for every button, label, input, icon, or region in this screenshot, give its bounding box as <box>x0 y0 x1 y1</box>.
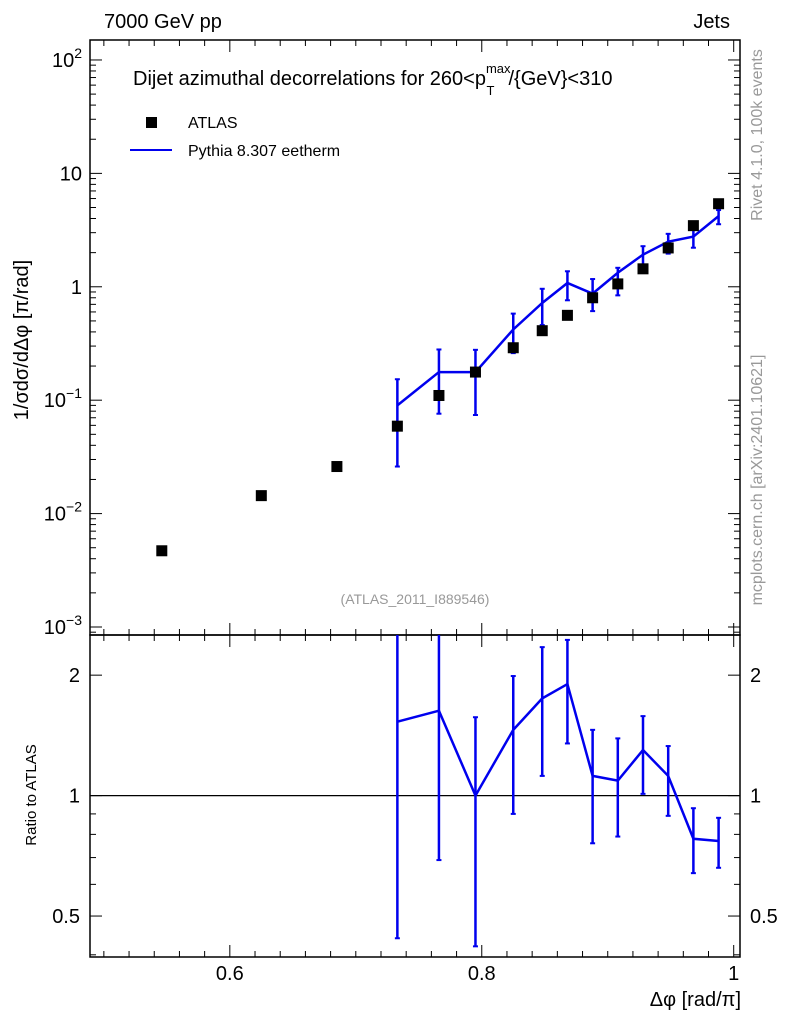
atlas-data-point <box>687 220 699 232</box>
atlas-data-point <box>612 278 624 290</box>
y-tick-label: 10 <box>60 163 82 185</box>
atlas-data-point <box>433 389 445 401</box>
atlas-data-point <box>587 292 599 304</box>
atlas-data-point <box>507 342 519 354</box>
header-right: Jets <box>693 11 730 33</box>
analysis-watermark: (ATLAS_2011_I889546) <box>341 591 490 607</box>
y-tick-label-right: 0.5 <box>750 906 778 928</box>
atlas-data-point <box>536 325 548 337</box>
atlas-data-point <box>255 490 267 502</box>
x-tick-label: 1 <box>728 963 739 985</box>
legend-marker-atlas <box>146 117 157 128</box>
x-tick-label: 0.6 <box>216 963 244 985</box>
mcplots-label: mcplots.cern.ch [arXiv:2401.10621] <box>749 355 766 606</box>
atlas-data-point <box>637 263 649 275</box>
y-tick-label: 10−3 <box>44 612 82 639</box>
atlas-data-point <box>331 461 343 473</box>
mc-line <box>396 215 720 407</box>
y-tick-label: 10−1 <box>44 385 82 412</box>
atlas-data-point <box>561 309 573 321</box>
x-tick-label: 0.8 <box>468 963 496 985</box>
atlas-data-point <box>391 420 403 432</box>
header-left: 7000 GeV pp <box>104 11 222 33</box>
y-tick-label: 102 <box>52 45 82 72</box>
atlas-data-point <box>469 366 481 378</box>
legend-label-pythia: Pythia 8.307 eetherm <box>188 143 340 160</box>
ratio-panel: Ratio to ATLAS Δφ [rad/π] 2 2 1 1 0.5 0.5 0.6 0… <box>23 634 778 1011</box>
legend-label-atlas: ATLAS <box>188 115 238 132</box>
rivet-label: Rivet 4.1.0, 100k events <box>749 49 766 221</box>
y-tick-label: 1 <box>71 277 82 299</box>
chart-title: Dijet azimuthal decorrelations for 260<p… <box>133 61 612 98</box>
main-panel: Dijet azimuthal decorrelations for 260<p… <box>11 39 741 639</box>
y-tick-label-right: 2 <box>750 665 761 687</box>
x-axis-label: Δφ [rad/π] <box>650 989 741 1011</box>
atlas-data-point <box>156 545 168 557</box>
atlas-data-point <box>662 242 674 254</box>
ratio-y-axis-label: Ratio to ATLAS <box>23 744 40 845</box>
y-tick-label: 0.5 <box>52 906 80 928</box>
y-tick-label: 2 <box>69 665 80 687</box>
y-tick-label-right: 1 <box>750 786 761 808</box>
y-tick-label: 10−2 <box>44 499 82 526</box>
y-tick-label: 1 <box>69 786 80 808</box>
atlas-data-point <box>713 198 725 210</box>
y-axis-label: 1/σdσ/dΔφ [π/rad] <box>11 260 33 420</box>
mc-line <box>397 682 719 843</box>
